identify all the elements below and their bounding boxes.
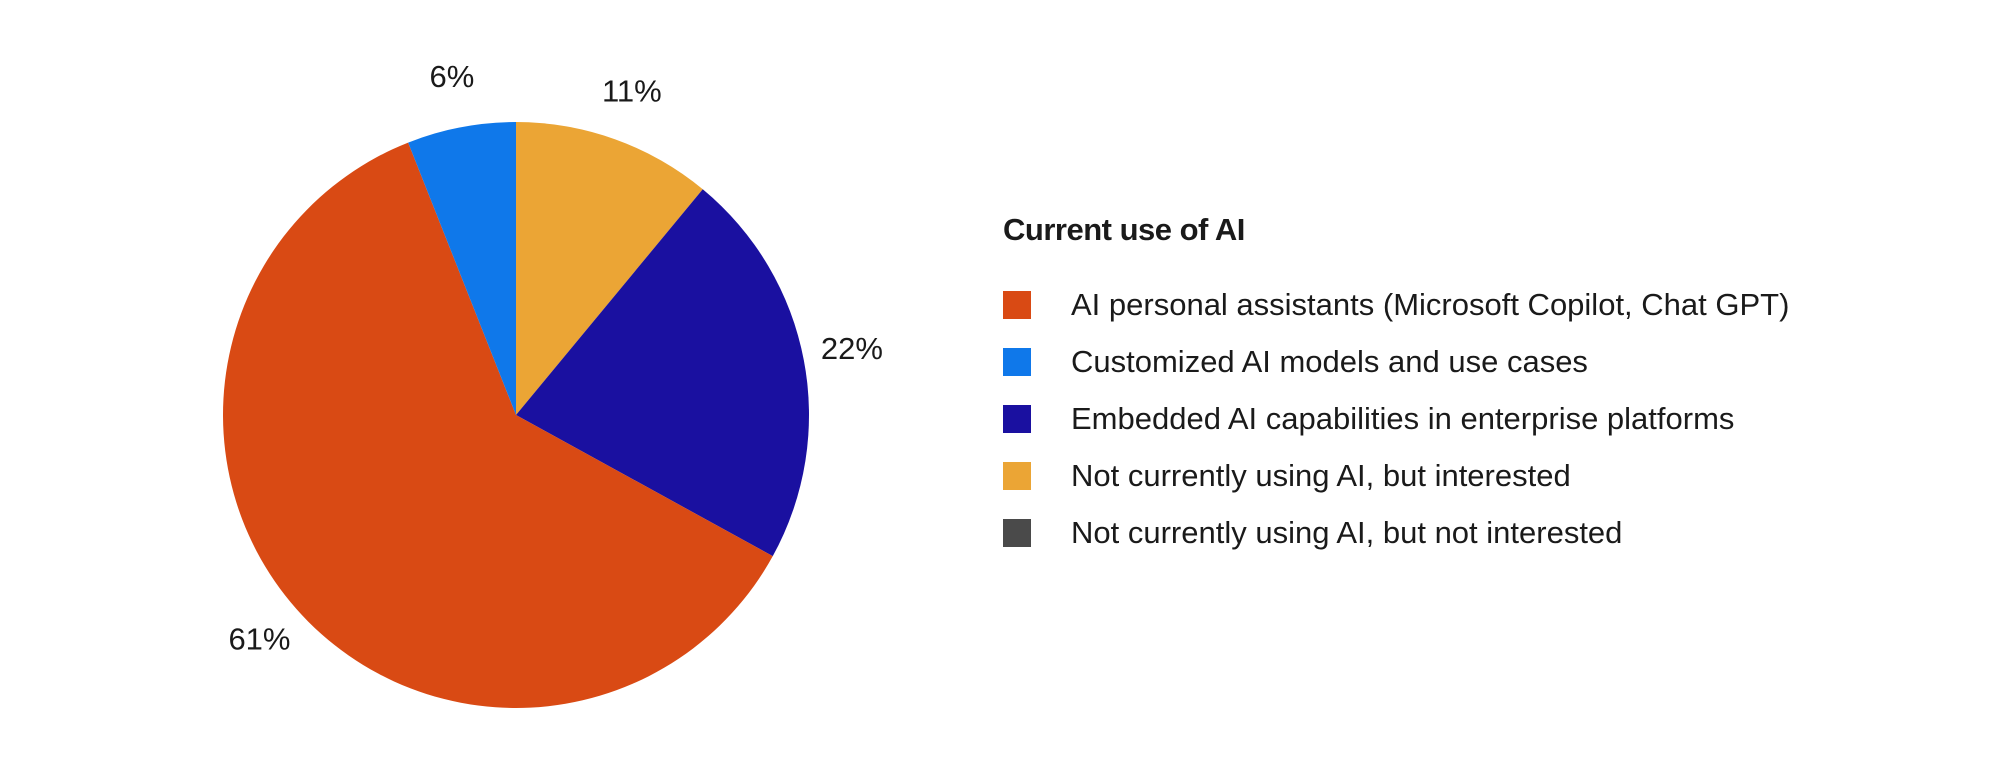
- slice-percent-label: 61%: [228, 621, 290, 656]
- legend-item: AI personal assistants (Microsoft Copilo…: [1003, 276, 1789, 333]
- slice-percent-label: 22%: [821, 331, 883, 366]
- legend-label: AI personal assistants (Microsoft Copilo…: [1071, 286, 1790, 322]
- pie-slices: [222, 122, 809, 708]
- legend-swatch: [1003, 347, 1031, 376]
- legend-swatch: [1003, 290, 1031, 319]
- legend-swatch: [1003, 404, 1031, 433]
- legend-swatch: [1003, 518, 1031, 547]
- slice-percent-label: 6%: [430, 59, 475, 94]
- legend: Current use of AI AI personal assistants…: [1003, 212, 1789, 561]
- pie-slice: [222, 142, 773, 708]
- legend-label: Customized AI models and use cases: [1071, 343, 1588, 379]
- legend-label: Embedded AI capabilities in enterprise p…: [1071, 400, 1735, 436]
- legend-item: Embedded AI capabilities in enterprise p…: [1003, 390, 1789, 447]
- legend-item: Not currently using AI, but not interest…: [1003, 504, 1789, 561]
- legend-item: Customized AI models and use cases: [1003, 333, 1789, 390]
- slice-percent-label: 11%: [602, 73, 662, 108]
- legend-swatch: [1003, 461, 1031, 490]
- pie-slice: [408, 122, 516, 415]
- pie-slice: [516, 189, 809, 557]
- legend-item: Not currently using AI, but interested: [1003, 447, 1789, 504]
- pie-slice: [516, 122, 703, 415]
- pie-labels: 11% 22% 61% 6%: [228, 59, 883, 656]
- legend-label: Not currently using AI, but interested: [1071, 457, 1571, 493]
- legend-label: Not currently using AI, but not interest…: [1071, 514, 1623, 550]
- legend-title: Current use of AI: [1003, 212, 1245, 247]
